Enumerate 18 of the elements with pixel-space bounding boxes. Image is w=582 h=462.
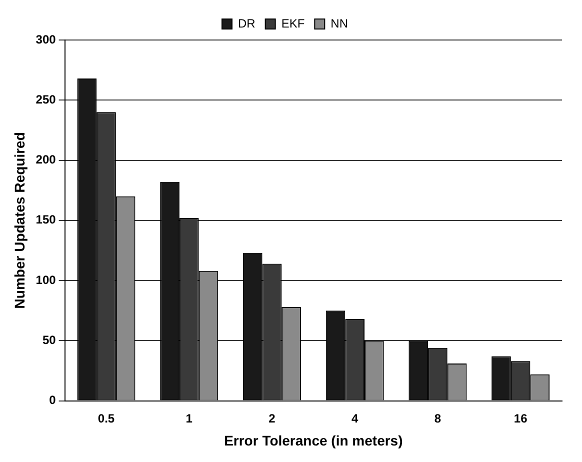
x-axis-title: Error Tolerance (in meters) bbox=[224, 432, 403, 448]
legend-label: EKF bbox=[281, 16, 305, 30]
y-tick-label: 250 bbox=[36, 92, 56, 106]
x-tick-label: 1 bbox=[186, 411, 193, 426]
x-tick-label: 8 bbox=[434, 411, 442, 426]
y-tick-label: 300 bbox=[36, 32, 56, 46]
y-tick-label: 0 bbox=[49, 393, 56, 408]
legend-label: NN bbox=[330, 16, 348, 30]
y-tick-label: 200 bbox=[36, 152, 56, 167]
x-tick-label: 16 bbox=[514, 411, 528, 426]
x-tick-label: 2 bbox=[268, 411, 276, 426]
legend-label: DR bbox=[238, 16, 256, 30]
y-axis-title: Number Updates Required bbox=[11, 132, 28, 309]
y-tick-label: 100 bbox=[36, 272, 56, 287]
x-tick-label: 4 bbox=[352, 411, 358, 426]
x-tick-label: 0.5 bbox=[98, 411, 115, 426]
y-tick-label: 150 bbox=[36, 212, 56, 227]
y-tick-label: 50 bbox=[42, 332, 56, 347]
